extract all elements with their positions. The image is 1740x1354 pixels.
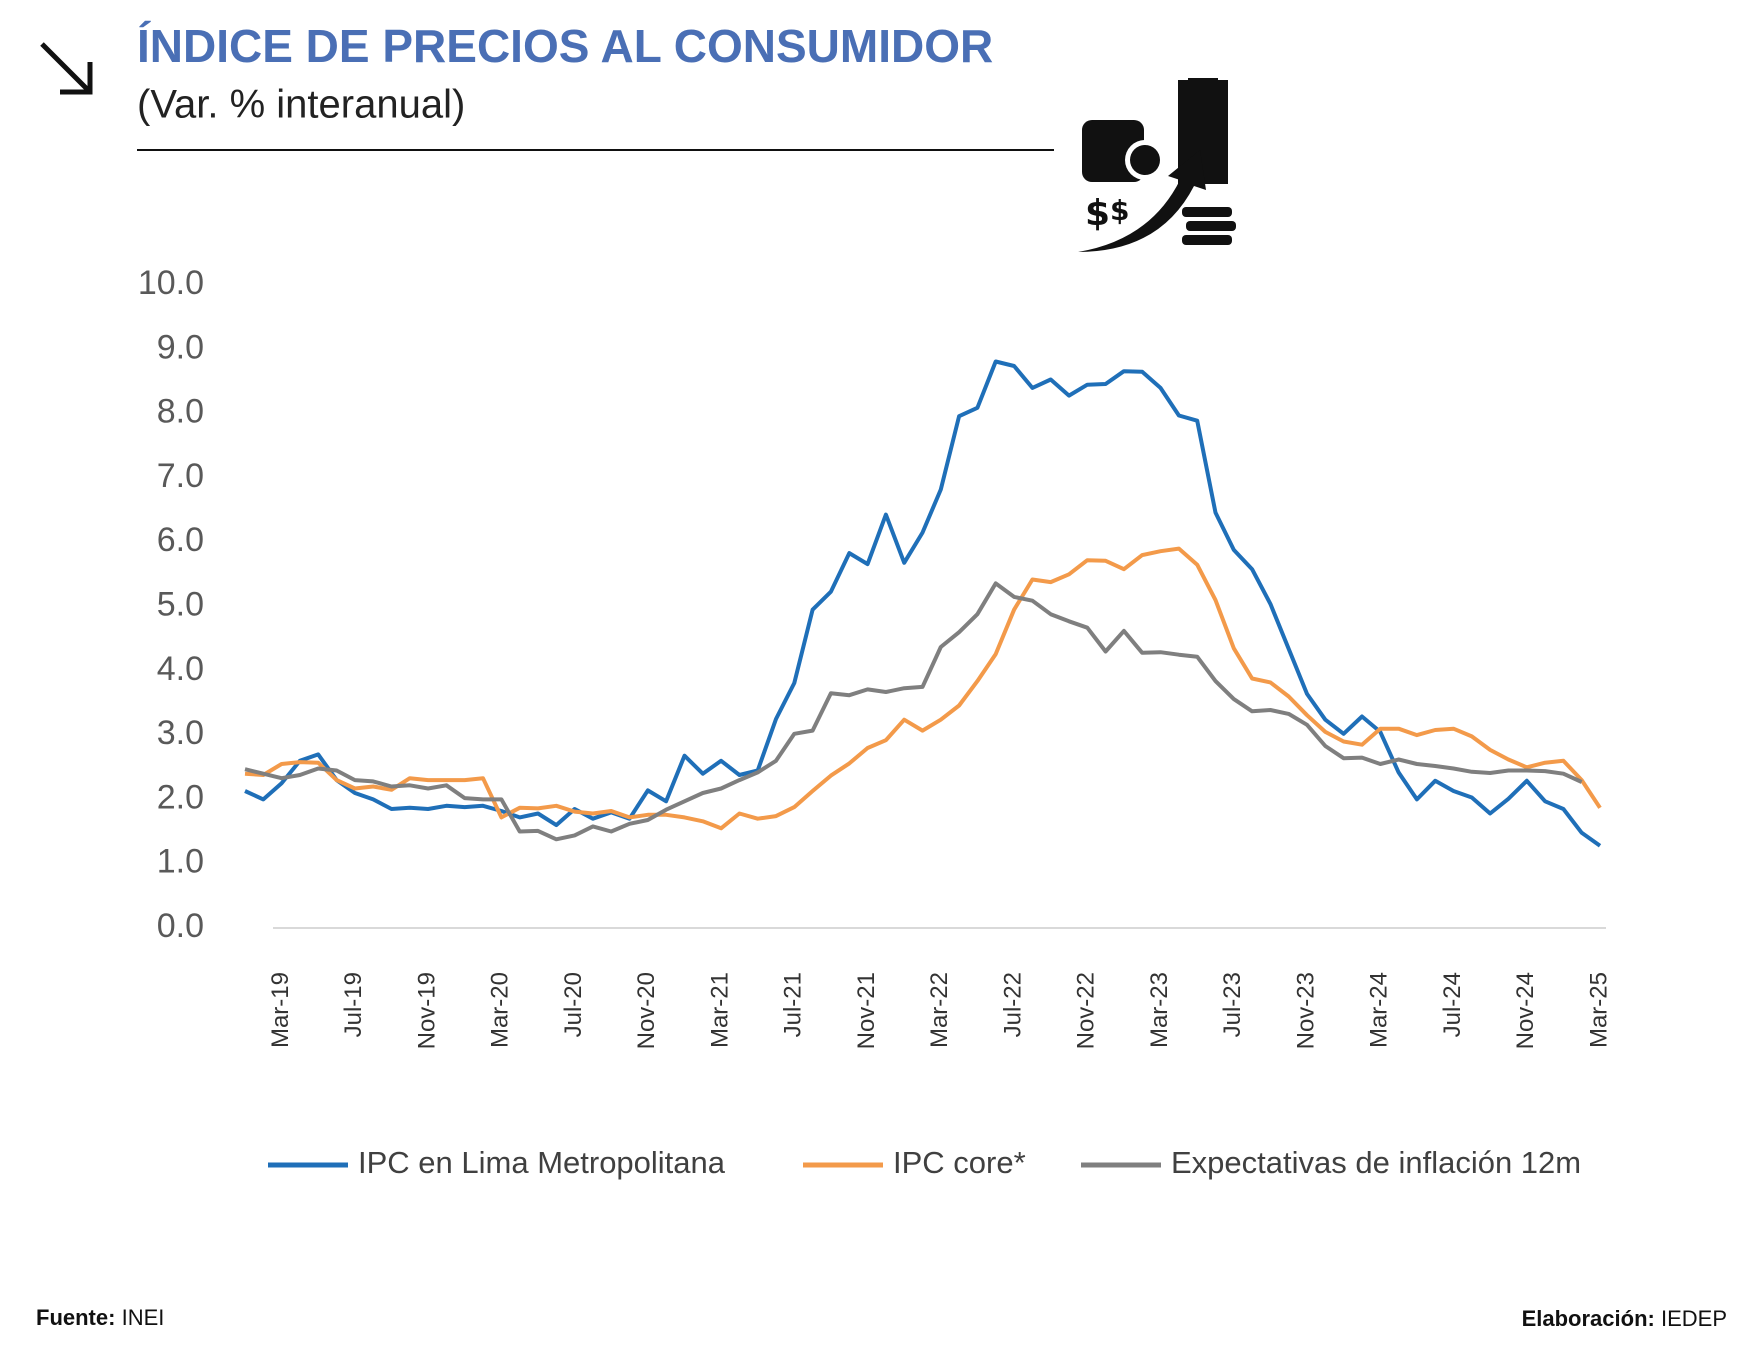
y-tick-label: 5.0 xyxy=(157,585,204,623)
y-tick-label: 7.0 xyxy=(157,457,204,495)
x-tick-label: Mar-25 xyxy=(1585,972,1612,1048)
y-tick-label: 1.0 xyxy=(157,843,204,881)
x-tick-label: Mar-21 xyxy=(706,972,733,1048)
y-tick-label: 2.0 xyxy=(157,778,204,816)
legend-label: IPC en Lima Metropolitana xyxy=(358,1145,726,1180)
x-tick-label: Nov-23 xyxy=(1292,972,1319,1049)
y-tick-label: 6.0 xyxy=(157,521,204,559)
credit-label: Elaboración: xyxy=(1522,1306,1655,1331)
credit-value: IEDEP xyxy=(1661,1306,1727,1331)
x-tick-label: Mar-24 xyxy=(1366,972,1393,1048)
source-label: Fuente: xyxy=(36,1305,115,1330)
arrow-icon xyxy=(40,42,93,95)
series-line xyxy=(244,546,1602,831)
x-tick-label: Nov-21 xyxy=(853,972,880,1049)
legend-label: IPC core* xyxy=(893,1145,1026,1180)
svg-text:$: $ xyxy=(1085,193,1110,234)
chart-subtitle: (Var. % interanual) xyxy=(137,83,465,127)
series-line xyxy=(244,581,1583,842)
y-tick-label: 0.0 xyxy=(157,907,204,945)
price-icon: $ $ xyxy=(1078,78,1236,252)
y-tick-label: 8.0 xyxy=(157,393,204,431)
x-tick-label: Jul-23 xyxy=(1219,972,1246,1037)
svg-text:$: $ xyxy=(1110,194,1129,227)
x-tick-label: Mar-19 xyxy=(267,972,294,1048)
source-value: INEI xyxy=(122,1305,165,1330)
y-tick-label: 3.0 xyxy=(157,714,204,752)
y-tick-label: 4.0 xyxy=(157,650,204,688)
series-line xyxy=(244,359,1602,848)
x-tick-label: Jul-19 xyxy=(340,972,367,1037)
legend-label: Expectativas de inflación 12m xyxy=(1171,1145,1581,1180)
x-tick-label: Mar-22 xyxy=(926,972,953,1048)
y-tick-label: 9.0 xyxy=(157,328,204,366)
x-tick-label: Nov-19 xyxy=(413,972,440,1049)
y-tick-label: 10.0 xyxy=(138,264,204,302)
x-tick-label: Mar-23 xyxy=(1146,972,1173,1048)
x-tick-label: Jul-22 xyxy=(999,972,1026,1037)
x-tick-label: Jul-21 xyxy=(780,972,807,1037)
x-tick-label: Jul-20 xyxy=(560,972,587,1037)
chart-title: ÍNDICE DE PRECIOS AL CONSUMIDOR xyxy=(137,20,993,72)
x-tick-label: Nov-24 xyxy=(1512,972,1539,1049)
x-tick-label: Nov-22 xyxy=(1073,972,1100,1049)
x-tick-label: Mar-20 xyxy=(487,972,514,1048)
source: Fuente: INEI xyxy=(36,1305,164,1330)
x-tick-label: Jul-24 xyxy=(1439,972,1466,1037)
credit: Elaboración: IEDEP xyxy=(1522,1306,1727,1331)
x-tick-label: Nov-20 xyxy=(633,972,660,1049)
